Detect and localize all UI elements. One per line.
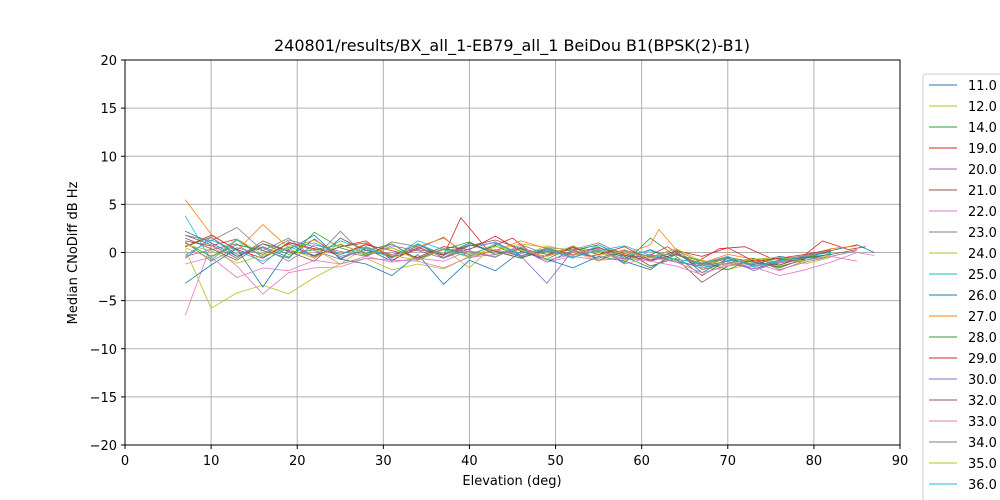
legend-label: 27.0 xyxy=(968,310,997,325)
x-tick-label: 30 xyxy=(375,454,392,469)
legend: 11.0 12.0 14.0 19.0 20.0 21.0 22.0 23.0 24.0 25.0… xyxy=(922,73,1000,500)
series-line-27.0 xyxy=(184,199,857,264)
series-line-30.0 xyxy=(185,236,806,270)
x-tick-label: 0 xyxy=(121,454,129,469)
x-tick-label: 20 xyxy=(289,454,306,469)
legend-label: 32.0 xyxy=(968,394,997,409)
y-tick-label: 0 xyxy=(109,247,117,262)
legend-label: 22.0 xyxy=(968,205,997,220)
chart-title: 240801/results/BX_all_1-EB79_all_1 BeiDo… xyxy=(274,36,750,56)
y-tick-label: 10 xyxy=(100,150,117,165)
legend-label: 26.0 xyxy=(968,289,997,304)
series-line-32.0 xyxy=(185,237,832,266)
series-line-36.0 xyxy=(185,239,832,268)
legend-label: 25.0 xyxy=(968,268,997,283)
y-tick-label: 15 xyxy=(100,102,117,117)
series-line-22.0 xyxy=(184,244,875,316)
legend-label: 24.0 xyxy=(968,247,997,262)
x-tick-label: 70 xyxy=(720,454,737,469)
series-layer xyxy=(184,199,875,316)
x-tick-label: 60 xyxy=(633,454,650,469)
ticks: 0 10 20 30 40 50 60 70 80 90 −20 −15 −10 −5 0 5 10 15 20 xyxy=(90,54,909,469)
series-line-14.0 xyxy=(185,236,806,277)
legend-label: 28.0 xyxy=(968,331,997,346)
x-tick-label: 50 xyxy=(547,454,564,469)
y-tick-label: −15 xyxy=(90,391,117,406)
legend-label: 14.0 xyxy=(968,121,997,136)
y-tick-label: −20 xyxy=(90,439,117,454)
y-tick-label: 5 xyxy=(109,198,117,213)
series-line-34.0 xyxy=(185,239,832,267)
legend-label: 30.0 xyxy=(968,373,997,388)
x-tick-label: 10 xyxy=(203,454,220,469)
y-tick-label: −10 xyxy=(90,343,117,358)
series-line-19.0 xyxy=(185,217,866,265)
legend-box xyxy=(922,73,1000,500)
series-line-25.0 xyxy=(184,215,806,269)
legend-label: 20.0 xyxy=(968,163,997,178)
legend-label: 21.0 xyxy=(968,184,997,199)
y-tick-label: 20 xyxy=(100,54,117,69)
legend-label: 12.0 xyxy=(968,100,997,115)
x-axis-label: Elevation (deg) xyxy=(462,474,561,489)
series-line-33.0 xyxy=(185,246,857,278)
legend-label: 29.0 xyxy=(968,352,997,367)
series-line-35.0 xyxy=(185,243,806,265)
legend-label: 34.0 xyxy=(968,436,997,451)
legend-label: 11.0 xyxy=(968,79,997,94)
x-tick-label: 40 xyxy=(461,454,478,469)
y-axis-label: Median CNoDiff dB Hz xyxy=(66,181,81,324)
x-tick-label: 90 xyxy=(892,454,909,469)
series-line-29.0 xyxy=(185,234,832,262)
y-tick-label: −5 xyxy=(98,295,117,310)
legend-label: 33.0 xyxy=(968,415,997,430)
x-tick-label: 80 xyxy=(806,454,823,469)
legend-label: 19.0 xyxy=(968,142,997,157)
legend-label: 35.0 xyxy=(968,457,997,472)
legend-label: 36.0 xyxy=(968,478,997,493)
series-line-12.0 xyxy=(184,243,832,309)
legend-label: 23.0 xyxy=(968,226,997,241)
